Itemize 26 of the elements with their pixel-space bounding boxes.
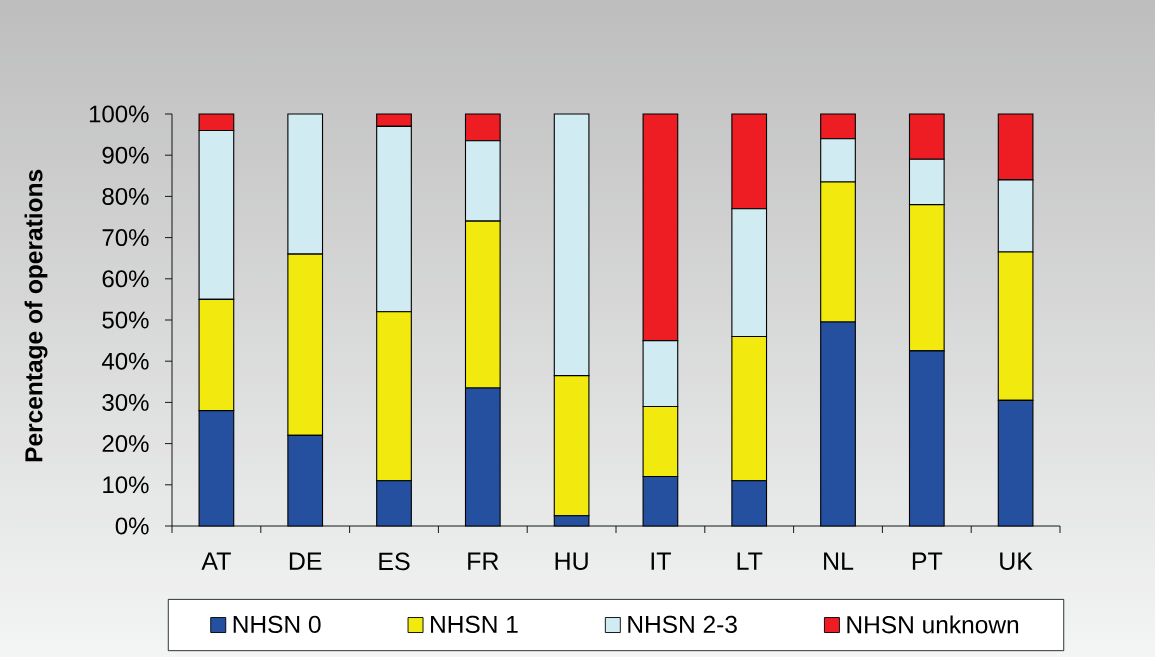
x-tick-label: IT [651, 552, 671, 570]
x-tick-label: FR [468, 552, 499, 570]
y-tick-label: 100% [89, 105, 149, 123]
y-tick-label: 0% [115, 517, 149, 535]
x-tick-label: ES [379, 552, 410, 571]
x-tick-label: PT [912, 552, 943, 570]
legend-label: NHSN 0 [233, 615, 321, 634]
y-tick-label: 90% [102, 146, 149, 164]
y-tick-label: 30% [102, 393, 149, 411]
x-tick-label: UK [1000, 552, 1033, 570]
legend-label: NHSN 2-3 [628, 615, 737, 634]
y-tick-label: 10% [103, 476, 149, 494]
x-tick-label: LT [737, 552, 763, 570]
x-tick-label: NL [824, 552, 854, 570]
y-tick-label: 80% [102, 187, 149, 205]
y-axis-title: Percentage of operations [24, 169, 48, 462]
y-tick-label: 50% [102, 311, 149, 329]
x-tick-label: DE [289, 552, 322, 570]
y-tick-label: 70% [102, 229, 149, 247]
y-tick-label: 20% [102, 435, 149, 453]
y-tick-label: 60% [102, 270, 149, 288]
x-tick-label: HU [555, 552, 588, 570]
legend-label: NHSN unknown [847, 615, 1019, 634]
y-tick-label: 40% [101, 352, 149, 370]
legend-label: NHSN 1 [431, 615, 518, 634]
x-tick-label: AT [201, 552, 231, 570]
